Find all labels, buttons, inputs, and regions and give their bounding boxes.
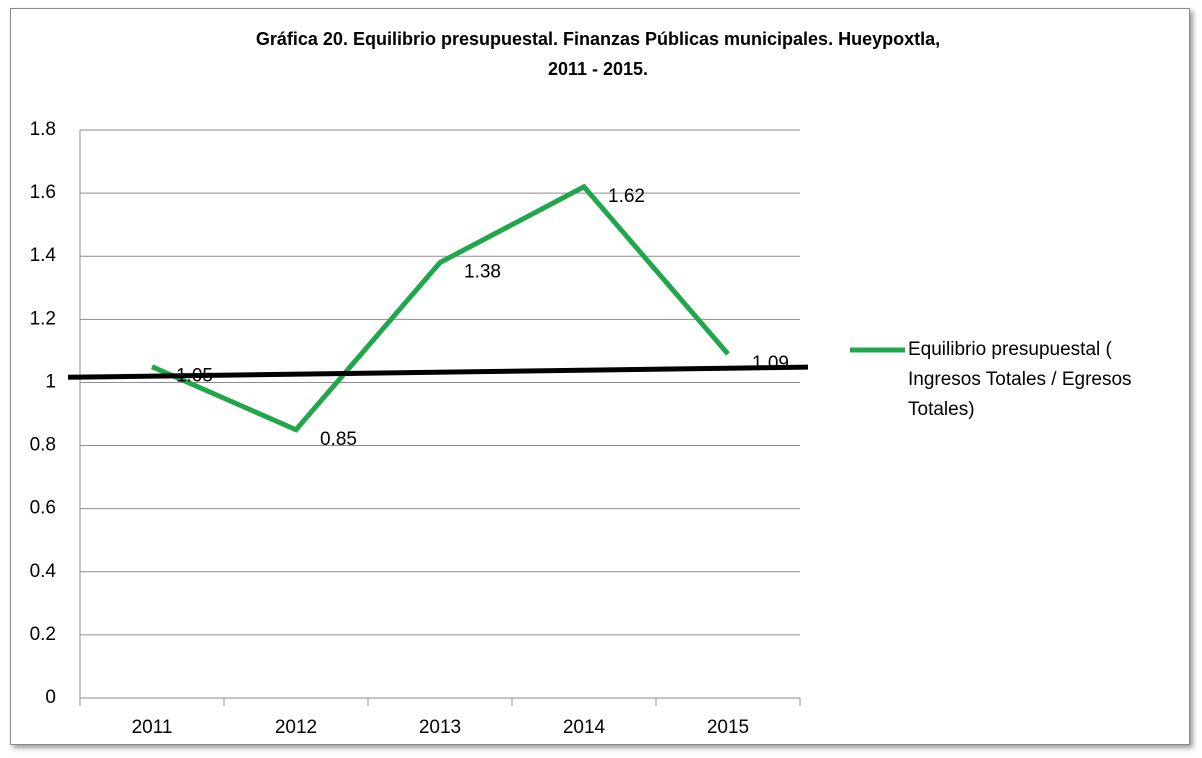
x-tick-label: 2013 [419,717,461,738]
y-tick-label: 0.2 [30,624,56,645]
reference-line [67,364,809,380]
y-tick-label: 1.2 [30,308,56,329]
legend-label: Equilibrio presupuestal ( Ingresos Total… [908,339,1132,420]
data-label: 1.09 [752,353,789,374]
x-tick-label: 2012 [275,717,317,738]
data-label: 1.62 [608,186,645,207]
data-label: 1.38 [464,262,501,283]
y-tick-label: 1.8 [30,119,56,140]
x-tick-label: 2015 [707,717,749,738]
y-tick-label: 0.4 [30,561,57,582]
y-tick-label: 1.6 [30,182,56,203]
x-tick-label: 2014 [563,717,606,738]
y-tick-label: 0.6 [30,498,56,519]
y-tick-label: 1.4 [30,245,57,266]
y-tick-label: 0.8 [30,435,56,456]
data-line [150,183,730,433]
x-tick-label: 2011 [132,717,173,738]
chart-title: Gráfica 20. Equilibrio presupuestal. Fin… [255,29,941,79]
data-label: 0.85 [320,429,357,450]
y-tick-label: 0 [45,687,56,708]
y-tick-label: 1 [45,371,56,392]
